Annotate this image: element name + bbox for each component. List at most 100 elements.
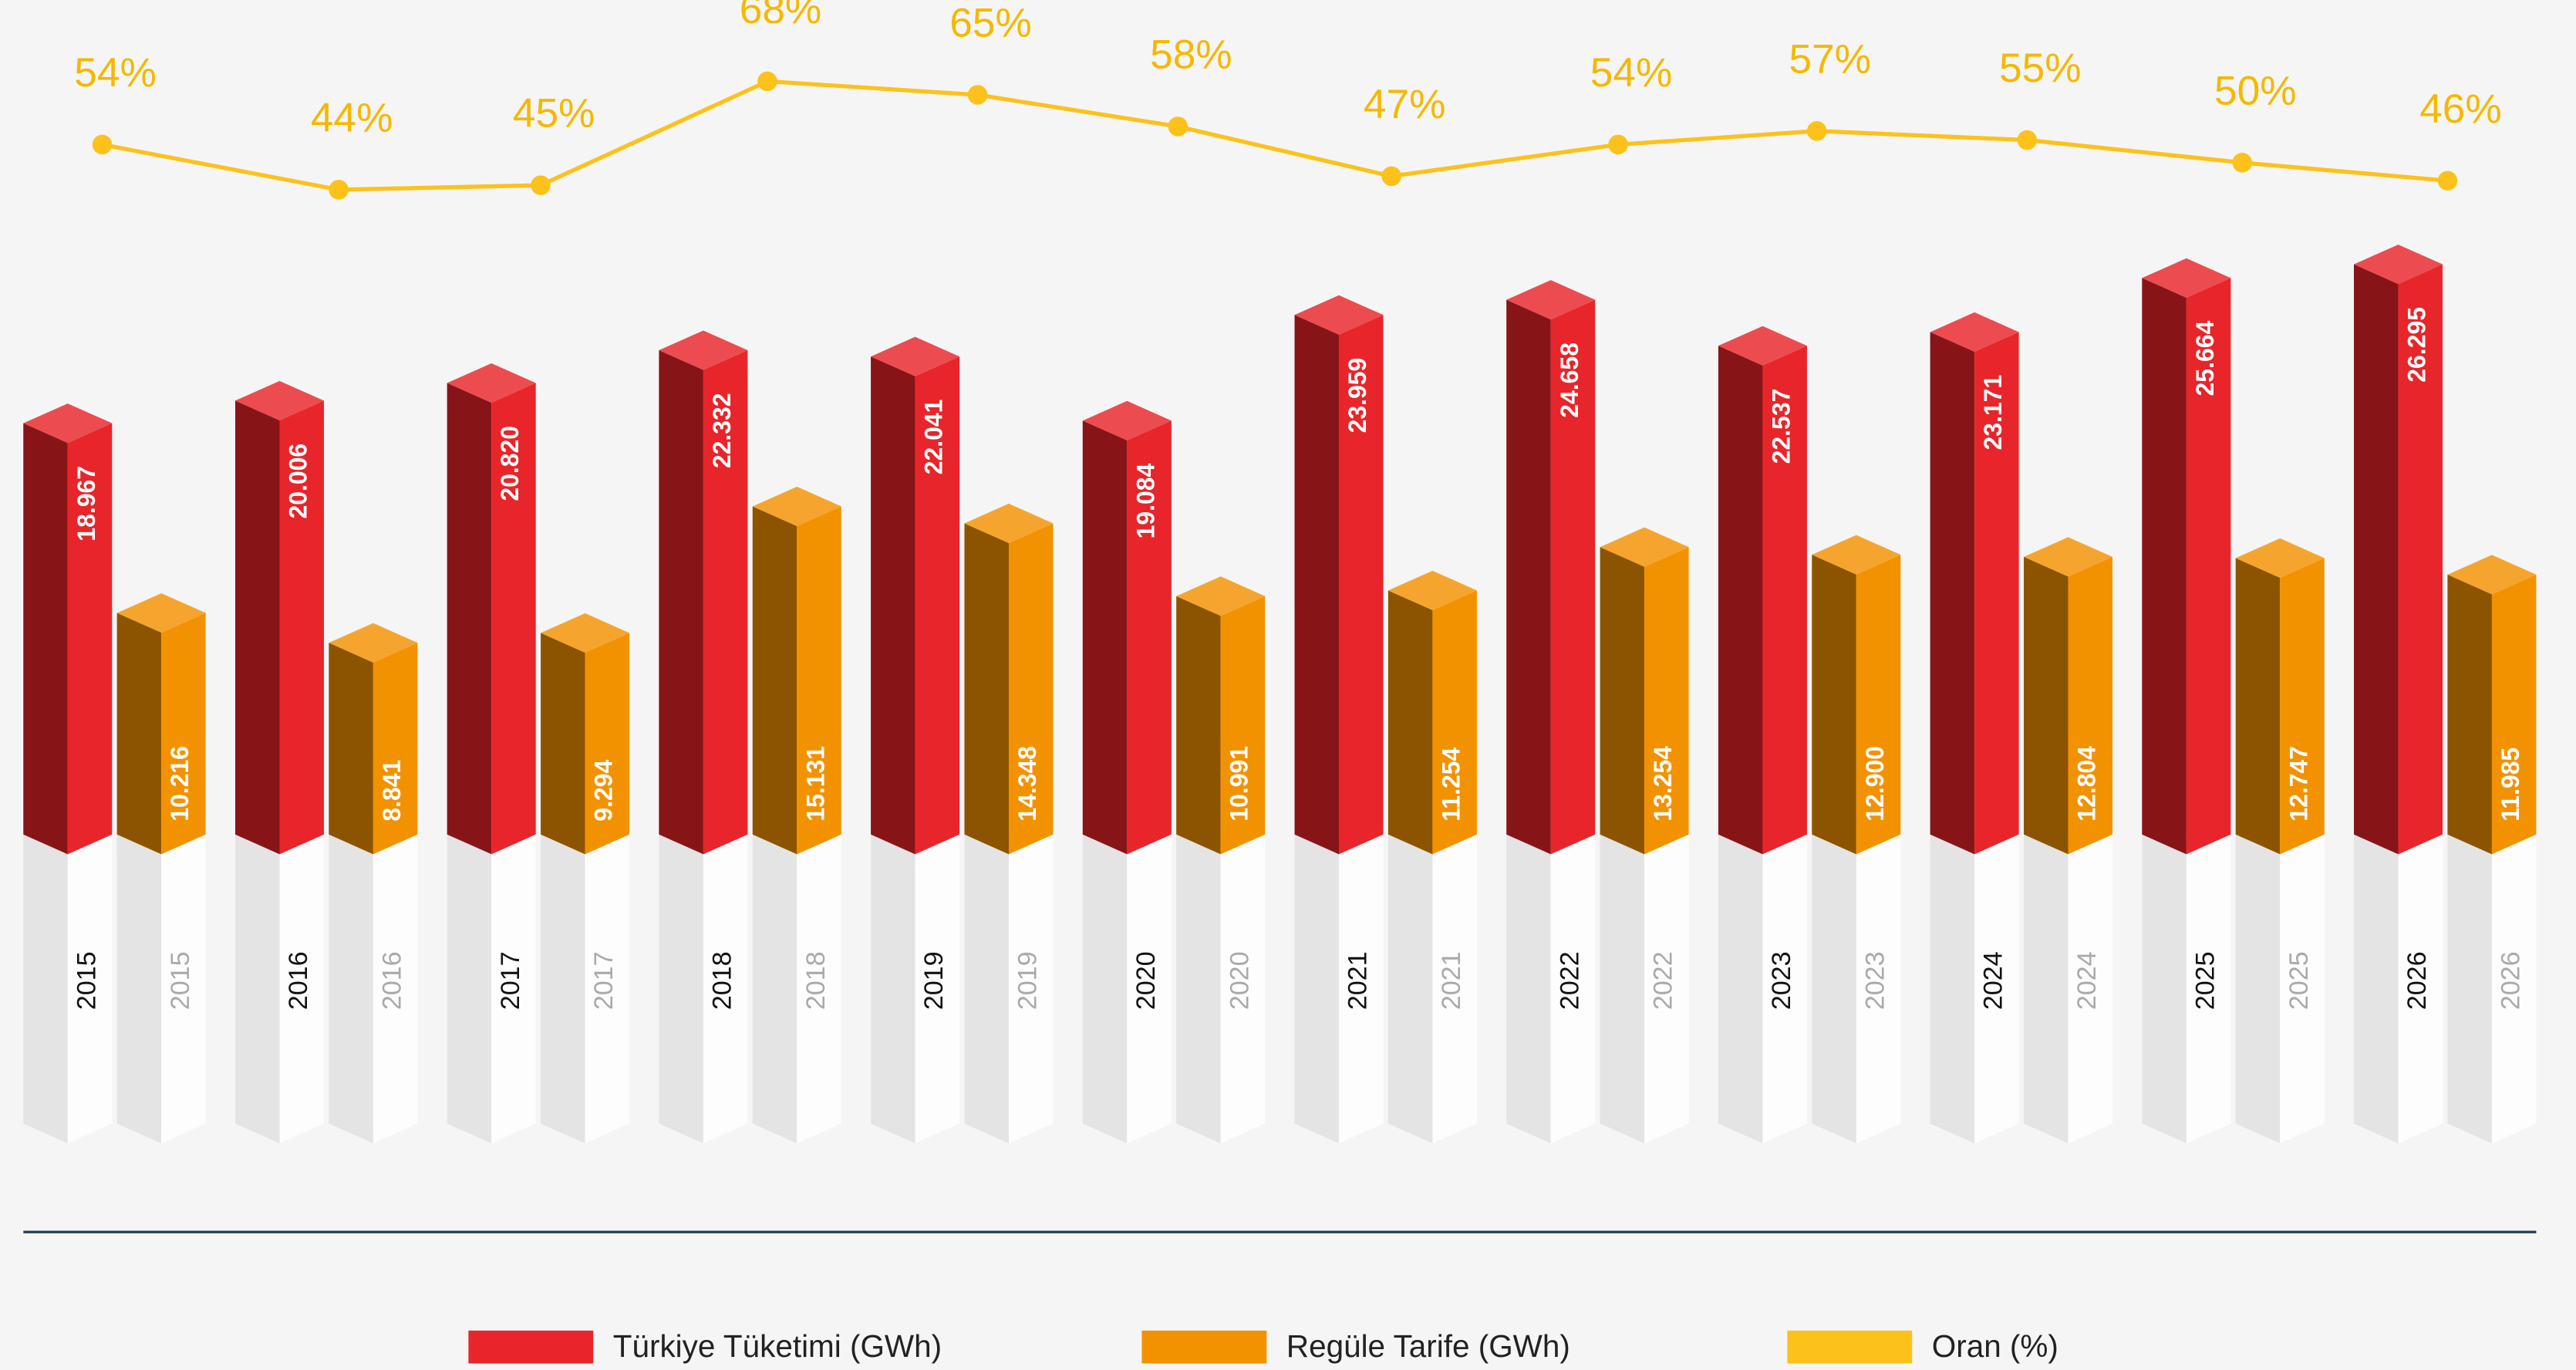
pedestal-left — [1294, 834, 1340, 1144]
right-face — [1856, 555, 1901, 855]
top-shine — [1600, 527, 1689, 567]
line-point — [2232, 153, 2253, 173]
category-label: 2018 — [801, 951, 831, 1010]
bar — [2235, 538, 2325, 855]
left-face — [234, 400, 280, 855]
pedestal-right — [161, 834, 206, 1144]
left-face — [2142, 278, 2187, 855]
pedestal-right — [703, 834, 748, 1144]
value-label: 19.084 — [1131, 463, 1159, 538]
left-face — [1718, 346, 1763, 855]
left-face — [1600, 547, 1645, 855]
bar — [1718, 326, 1807, 855]
left-shade — [1082, 420, 1128, 855]
top-shine — [2447, 555, 2537, 595]
value-label: 8.841 — [378, 760, 406, 822]
bar — [2447, 555, 2537, 855]
top-face — [1082, 400, 1172, 440]
pedestal-right — [2068, 834, 2113, 1144]
pedestal-right — [1127, 834, 1172, 1144]
category-label: 2024 — [2072, 951, 2102, 1010]
bar — [1082, 400, 1172, 855]
category-label: 2019 — [919, 951, 949, 1010]
category-label: 2020 — [1225, 951, 1254, 1010]
top-shine — [2235, 538, 2325, 579]
top-face — [1506, 280, 1596, 320]
top-face — [447, 363, 536, 403]
line-point — [2017, 130, 2038, 150]
pedestal-left — [871, 834, 915, 1144]
value-label: 14.348 — [1013, 746, 1041, 822]
left-face — [659, 350, 703, 855]
pedestal-right — [585, 834, 630, 1144]
top-face — [752, 486, 841, 527]
category-label: 2026 — [2497, 951, 2526, 1010]
pedestal-right — [797, 834, 841, 1144]
point-label: 45% — [513, 91, 595, 137]
category-label: 2018 — [708, 951, 737, 1010]
point-label: 68% — [740, 0, 822, 32]
right-face — [1550, 299, 1596, 855]
right-face — [2491, 574, 2537, 855]
right-face — [915, 356, 960, 855]
top-shine — [2142, 258, 2231, 298]
pedestal-right — [1644, 834, 1689, 1144]
left-face — [23, 423, 68, 855]
top-shine — [752, 486, 841, 527]
right-face — [2398, 264, 2443, 855]
left-shade — [752, 506, 797, 855]
category-label: 2015 — [72, 951, 101, 1010]
right-face — [67, 423, 113, 855]
bar — [2024, 537, 2113, 855]
pedestal-left — [2354, 834, 2399, 1144]
pedestal-right — [373, 834, 418, 1144]
category-label: 2016 — [377, 951, 406, 1010]
top-shine — [1812, 535, 1901, 575]
bar — [871, 336, 960, 855]
category-label: 2025 — [2190, 951, 2220, 1010]
top-face — [2447, 555, 2537, 595]
top-face — [329, 623, 418, 663]
pedestal-right — [1762, 834, 1807, 1144]
left-shade — [1294, 315, 1340, 855]
pedestal-left — [447, 834, 492, 1144]
pedestal-right — [2398, 834, 2443, 1144]
top-shine — [541, 612, 630, 653]
left-face — [1387, 590, 1433, 855]
value-label: 22.332 — [708, 393, 736, 468]
bar — [964, 503, 1054, 855]
point-label: 47% — [1364, 82, 1446, 127]
pedestal-right — [1856, 834, 1901, 1144]
line-point — [531, 175, 551, 195]
pedestal-right — [2186, 834, 2231, 1144]
pedestal-right — [1432, 834, 1477, 1144]
bar — [2354, 245, 2443, 855]
point-label: 55% — [1999, 46, 2082, 91]
value-label: 22.537 — [1767, 389, 1795, 464]
pedestal-left — [1387, 834, 1433, 1144]
legend-label: Oran (%) — [1932, 1328, 2058, 1364]
value-label: 26.295 — [2403, 307, 2431, 383]
pedestal-left — [2235, 834, 2281, 1144]
pedestal-right — [1550, 834, 1596, 1144]
left-face — [2024, 556, 2069, 855]
bar — [447, 363, 536, 855]
top-shine — [447, 363, 536, 403]
pedestal-left — [1930, 834, 1975, 1144]
value-label: 9.294 — [590, 760, 618, 822]
right-face — [2068, 556, 2113, 855]
pedestal-left — [541, 834, 585, 1144]
value-label: 20.006 — [285, 444, 312, 519]
category-label: 2019 — [1013, 951, 1043, 1010]
right-face — [1432, 590, 1477, 855]
bar — [329, 623, 418, 855]
value-label: 12.900 — [1861, 746, 1889, 822]
left-face — [1506, 299, 1551, 855]
pedestal-right — [1220, 834, 1266, 1144]
bar — [116, 593, 206, 855]
category-label: 2025 — [2284, 951, 2314, 1010]
value-label: 13.254 — [1649, 746, 1677, 822]
left-shade — [447, 383, 492, 855]
left-face — [1294, 315, 1340, 855]
